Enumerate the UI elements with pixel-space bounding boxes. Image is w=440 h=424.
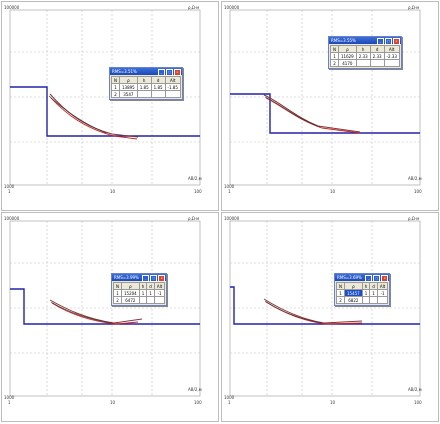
col-n: N bbox=[113, 282, 122, 290]
y-tick-top: 100000 bbox=[4, 5, 20, 10]
col-d: d bbox=[150, 76, 166, 84]
table-row[interactable]: 1 15457 1 1 -1 bbox=[336, 289, 389, 297]
sounding-panel-2: 100000 1000 ρ,Ω·м 1 10 100 AB/2,м RMS=3.… bbox=[221, 1, 439, 211]
col-d: d bbox=[369, 282, 378, 290]
table-row[interactable]: 2 6822 bbox=[336, 296, 389, 304]
x-unit-label: AB/2,м bbox=[408, 176, 422, 181]
col-rho: ρ bbox=[344, 282, 363, 290]
maximize-icon[interactable]: □ bbox=[165, 69, 173, 76]
y-tick-bottom: 1000 bbox=[224, 395, 235, 400]
window-title-text: RMS=3.55% bbox=[331, 38, 356, 43]
x-tick-mid: 10 bbox=[110, 400, 116, 405]
col-h: h bbox=[136, 76, 152, 84]
sounding-chart: 100000 1000 ρ,Ω·м 1 10 100 AB/2,м bbox=[224, 216, 422, 405]
x-tick-right: 100 bbox=[194, 189, 202, 194]
close-icon[interactable]: x bbox=[381, 275, 389, 282]
y-unit-label: ρ,Ω·м bbox=[188, 216, 199, 221]
sounding-panel-1: 100000 1000 ρ,Ω·м 1 10 100 AB/2,м RMS=3.… bbox=[1, 1, 219, 211]
window-title: RMS=3.55% _ □ x bbox=[329, 37, 401, 45]
window-title-text: RMS=3.99% bbox=[114, 275, 139, 280]
y-tick-top: 100000 bbox=[224, 216, 240, 221]
selected-cell[interactable]: 15457 bbox=[344, 289, 363, 297]
col-n: N bbox=[330, 45, 339, 53]
x-unit-label: AB/2,м bbox=[188, 387, 202, 392]
table-row[interactable]: 2 3547 bbox=[111, 90, 181, 98]
sounding-chart: 100000 1000 ρ,Ω·м 1 10 100 AB/2,м bbox=[4, 216, 202, 405]
minimize-icon[interactable]: _ bbox=[376, 38, 384, 45]
sounding-chart: 100000 1000 ρ,Ω·м 1 10 100 AB/2,м bbox=[4, 5, 202, 194]
sounding-chart: 100000 1000 ρ,Ω·м 1 10 100 AB/2,м bbox=[224, 5, 422, 194]
col-d: d bbox=[369, 45, 385, 53]
sounding-panel-3: 100000 1000 ρ,Ω·м 1 10 100 AB/2,м RMS=3.… bbox=[1, 212, 219, 422]
col-alt: Alt bbox=[164, 76, 181, 84]
minimize-icon[interactable]: _ bbox=[157, 69, 165, 76]
y-unit-label: ρ,Ω·м bbox=[408, 216, 419, 221]
table-row[interactable]: 1 15204 1 1 -1 bbox=[113, 289, 166, 297]
x-tick-mid: 10 bbox=[330, 189, 336, 194]
table-row[interactable]: 2 6472 bbox=[113, 296, 166, 304]
x-unit-label: AB/2,м bbox=[188, 176, 202, 181]
col-n: N bbox=[111, 76, 120, 84]
col-n: N bbox=[336, 282, 345, 290]
y-tick-top: 100000 bbox=[224, 5, 240, 10]
x-tick-mid: 10 bbox=[330, 400, 336, 405]
x-tick-right: 100 bbox=[414, 400, 422, 405]
y-tick-bottom: 1000 bbox=[4, 184, 15, 189]
col-rho: ρ bbox=[119, 76, 138, 84]
col-rho: ρ bbox=[121, 282, 140, 290]
y-tick-top: 100000 bbox=[4, 216, 20, 221]
table-row[interactable]: 1 11629 2.33 2.33 -2.33 bbox=[330, 52, 400, 60]
maximize-icon[interactable]: □ bbox=[384, 38, 392, 45]
maximize-icon[interactable]: □ bbox=[373, 275, 381, 282]
table-row[interactable]: 2 4170 bbox=[330, 59, 400, 67]
x-tick-right: 100 bbox=[194, 400, 202, 405]
col-h: h bbox=[138, 282, 148, 290]
x-tick-left: 1 bbox=[228, 189, 231, 194]
window-title-text: RMS=3.69% bbox=[337, 275, 362, 280]
x-tick-left: 1 bbox=[8, 189, 11, 194]
window-title-text: RMS=3.51% bbox=[112, 69, 137, 74]
x-unit-label: AB/2,м bbox=[408, 387, 422, 392]
x-tick-right: 100 bbox=[414, 189, 422, 194]
col-h: h bbox=[361, 282, 371, 290]
x-tick-left: 1 bbox=[8, 400, 11, 405]
close-icon[interactable]: x bbox=[392, 38, 400, 45]
minimize-icon[interactable]: _ bbox=[142, 275, 150, 282]
window-title: RMS=3.69% _ □ x bbox=[335, 274, 390, 282]
y-unit-label: ρ,Ω·м bbox=[408, 5, 419, 10]
col-h: h bbox=[355, 45, 371, 53]
y-tick-bottom: 1000 bbox=[4, 395, 15, 400]
close-icon[interactable]: x bbox=[173, 69, 181, 76]
col-rho: ρ bbox=[338, 45, 357, 53]
maximize-icon[interactable]: □ bbox=[150, 275, 158, 282]
y-unit-label: ρ,Ω·м bbox=[188, 5, 199, 10]
table-row[interactable]: 1 13895 1.85 1.85 -1.85 bbox=[111, 83, 181, 91]
col-alt: Alt bbox=[376, 282, 389, 290]
x-tick-left: 1 bbox=[228, 400, 231, 405]
x-tick-mid: 10 bbox=[110, 189, 116, 194]
window-title: RMS=3.99% _ □ x bbox=[112, 274, 167, 282]
close-icon[interactable]: x bbox=[158, 275, 166, 282]
col-d: d bbox=[146, 282, 155, 290]
col-alt: Alt bbox=[383, 45, 400, 53]
minimize-icon[interactable]: _ bbox=[365, 275, 373, 282]
col-alt: Alt bbox=[153, 282, 166, 290]
y-tick-bottom: 1000 bbox=[224, 184, 235, 189]
window-title: RMS=3.51% _ □ x bbox=[110, 68, 182, 76]
sounding-panel-4: 100000 1000 ρ,Ω·м 1 10 100 AB/2,м RMS=3.… bbox=[221, 212, 439, 422]
